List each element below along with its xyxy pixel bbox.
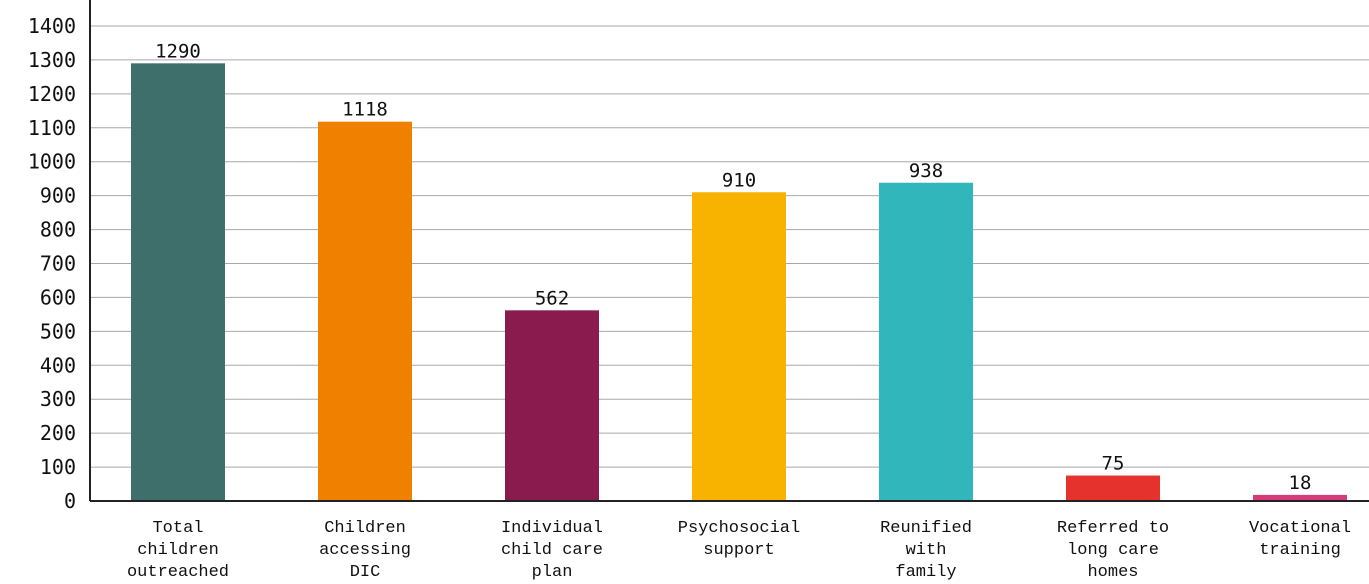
y-tick-label: 300 [40, 387, 76, 411]
category-label: DIC [350, 563, 381, 582]
bar [318, 121, 412, 501]
data-label: 1290 [155, 40, 201, 62]
y-tick-label: 700 [40, 252, 76, 276]
y-tick-label: 1400 [28, 14, 76, 38]
y-tick-label: 1100 [28, 116, 76, 140]
y-tick-label: 1300 [28, 48, 76, 72]
data-label: 1118 [342, 99, 388, 121]
data-label: 18 [1289, 472, 1312, 494]
data-label: 910 [722, 169, 756, 191]
category-label: Individual [501, 519, 603, 538]
category-label: support [703, 541, 774, 560]
category-label: plan [532, 563, 573, 582]
category-label: homes [1087, 563, 1138, 582]
x-category-labels: Total children outreached Children accessing… [127, 519, 1351, 582]
y-tick-label: 800 [40, 218, 76, 242]
y-tick-labels: 0 100 200 300 400 500 600 700 800 900 1000 1100 1200… [28, 14, 76, 513]
bar [131, 63, 225, 501]
y-tick-label: 1000 [28, 150, 76, 174]
bar [1253, 494, 1347, 501]
y-tick-label: 1200 [28, 82, 76, 106]
category-label: Reunified [880, 519, 972, 538]
bars [131, 63, 1347, 501]
category-label: outreached [127, 563, 229, 582]
category-label: training [1259, 541, 1341, 560]
y-tick-label: 500 [40, 319, 76, 343]
category-label: Vocational [1249, 519, 1351, 538]
bar [879, 182, 973, 501]
bar [692, 192, 786, 501]
category-label: Children [324, 519, 406, 538]
category-label: Referred to [1057, 519, 1169, 538]
data-label: 75 [1102, 453, 1125, 475]
category-label: long care [1067, 541, 1159, 560]
category-label: family [895, 563, 956, 582]
y-tick-label: 900 [40, 184, 76, 208]
data-label: 562 [535, 287, 569, 309]
category-label: accessing [319, 541, 411, 560]
y-tick-label: 100 [40, 455, 76, 479]
data-label: 938 [909, 160, 943, 182]
category-label: Psychosocial [678, 519, 800, 538]
category-label: Total [152, 519, 203, 538]
bar [505, 310, 599, 501]
bar [1066, 475, 1160, 501]
category-label: with [906, 541, 947, 560]
y-tick-label: 400 [40, 353, 76, 377]
category-label: children [137, 541, 219, 560]
y-tick-label: 200 [40, 421, 76, 445]
axes [89, 0, 1369, 502]
data-labels: 1290 1118 562 910 938 75 18 [155, 40, 1311, 494]
y-tick-label: 600 [40, 285, 76, 309]
y-tick-label: 0 [64, 489, 76, 513]
category-label: child care [501, 541, 603, 560]
